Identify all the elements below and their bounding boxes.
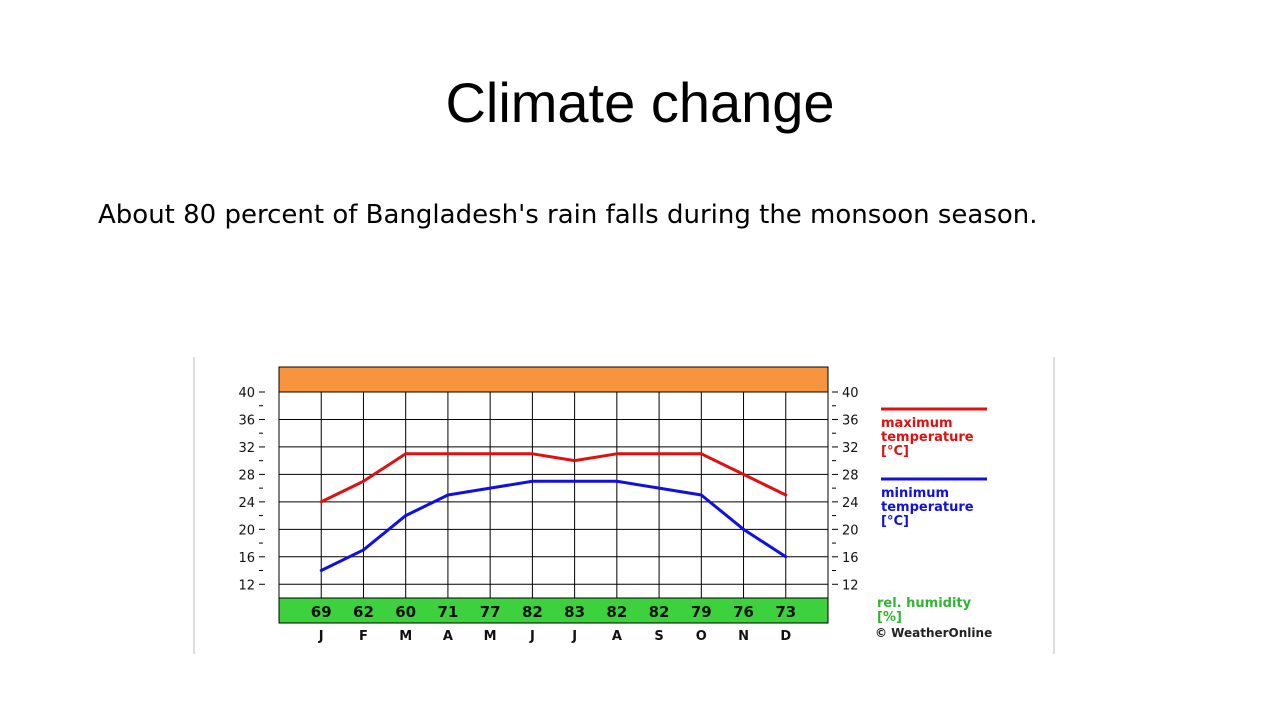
month-label: O xyxy=(696,629,707,644)
series-line-min-temperature xyxy=(320,479,787,572)
point-min-temperature xyxy=(446,493,450,497)
humidity-value: 83 xyxy=(564,603,585,621)
y-tick-label-left: 40 xyxy=(238,386,255,401)
point-max-temperature xyxy=(446,452,450,456)
point-min-temperature xyxy=(530,479,534,483)
y-tick-label-right: 40 xyxy=(842,386,859,401)
point-max-temperature xyxy=(615,452,619,456)
point-min-temperature xyxy=(319,569,323,573)
legend-label-max: temperature xyxy=(881,430,974,445)
point-min-temperature xyxy=(615,479,619,483)
point-min-temperature xyxy=(573,479,577,483)
month-label: D xyxy=(780,629,791,644)
y-tick-label-left: 20 xyxy=(238,523,255,538)
point-max-temperature xyxy=(404,452,408,456)
month-label: M xyxy=(484,629,497,644)
month-label: J xyxy=(529,629,535,644)
month-label: A xyxy=(612,629,622,644)
slide-title: Climate change xyxy=(445,71,835,134)
month-label: J xyxy=(318,629,324,644)
humidity-value: 82 xyxy=(522,603,543,621)
month-label: J xyxy=(571,629,577,644)
month-label: F xyxy=(359,629,368,644)
legend-label-max: maximum xyxy=(881,416,953,431)
point-max-temperature xyxy=(742,472,746,476)
month-label: A xyxy=(443,629,453,644)
humidity-value: 76 xyxy=(733,603,754,621)
humidity-value: 82 xyxy=(606,603,627,621)
climate-chart: 12 12 16 16 20 20 24 24 28 28 32 32 36 36 40 40 69 62 60 71… xyxy=(193,357,1055,654)
humidity-value: 77 xyxy=(480,603,501,621)
humidity-value: 62 xyxy=(353,603,374,621)
month-label: S xyxy=(654,629,663,644)
legend-label-min: minimum xyxy=(881,486,949,501)
y-tick-label-right: 12 xyxy=(842,578,859,593)
y-tick-label-left: 12 xyxy=(238,578,255,593)
point-min-temperature xyxy=(657,486,661,490)
y-tick-label-left: 28 xyxy=(238,468,255,483)
point-min-temperature xyxy=(488,486,492,490)
chart-credit: © WeatherOnline xyxy=(875,626,992,640)
humidity-band xyxy=(278,597,829,624)
y-tick-label-right: 28 xyxy=(842,468,859,483)
point-min-temperature xyxy=(361,548,365,552)
point-max-temperature xyxy=(784,493,788,497)
legend-label-max: [°C] xyxy=(881,444,909,459)
point-max-temperature xyxy=(573,459,577,463)
point-min-temperature xyxy=(699,493,703,497)
point-max-temperature xyxy=(530,452,534,456)
y-tick-label-right: 16 xyxy=(842,551,859,566)
point-max-temperature xyxy=(488,452,492,456)
humidity-value: 73 xyxy=(775,603,796,621)
slide-body-text: About 80 percent of Bangladesh's rain fa… xyxy=(98,200,1038,230)
legend-label-humidity: rel. humidity xyxy=(877,596,972,611)
month-label: M xyxy=(399,629,412,644)
humidity-value: 69 xyxy=(311,603,332,621)
point-min-temperature xyxy=(404,514,408,518)
point-min-temperature xyxy=(742,527,746,531)
point-max-temperature xyxy=(319,500,323,504)
legend-label-humidity: [%] xyxy=(877,610,902,625)
humidity-value: 71 xyxy=(437,603,458,621)
y-tick-label-left: 16 xyxy=(238,551,255,566)
y-tick-label-left: 24 xyxy=(238,496,255,511)
top-band xyxy=(278,366,829,393)
legend-label-min: temperature xyxy=(881,500,974,515)
point-max-temperature xyxy=(699,452,703,456)
month-label: N xyxy=(738,629,749,644)
humidity-value: 82 xyxy=(649,603,670,621)
humidity-value: 60 xyxy=(395,603,416,621)
y-tick-label-right: 36 xyxy=(842,413,859,428)
legend-label-min: [°C] xyxy=(881,514,909,529)
point-max-temperature xyxy=(657,452,661,456)
climate-chart-svg: 12 12 16 16 20 20 24 24 28 28 32 32 36 36 40 40 69 62 60 71… xyxy=(238,366,992,644)
series-line-max-temperature xyxy=(320,452,787,504)
plot-area xyxy=(278,391,829,599)
point-max-temperature xyxy=(361,479,365,483)
humidity-value: 79 xyxy=(691,603,712,621)
y-tick-label-right: 32 xyxy=(842,441,859,456)
y-tick-label-right: 24 xyxy=(842,496,859,511)
y-tick-label-left: 36 xyxy=(238,413,255,428)
point-min-temperature xyxy=(784,555,788,559)
y-tick-label-left: 32 xyxy=(238,441,255,456)
y-tick-label-right: 20 xyxy=(842,523,859,538)
